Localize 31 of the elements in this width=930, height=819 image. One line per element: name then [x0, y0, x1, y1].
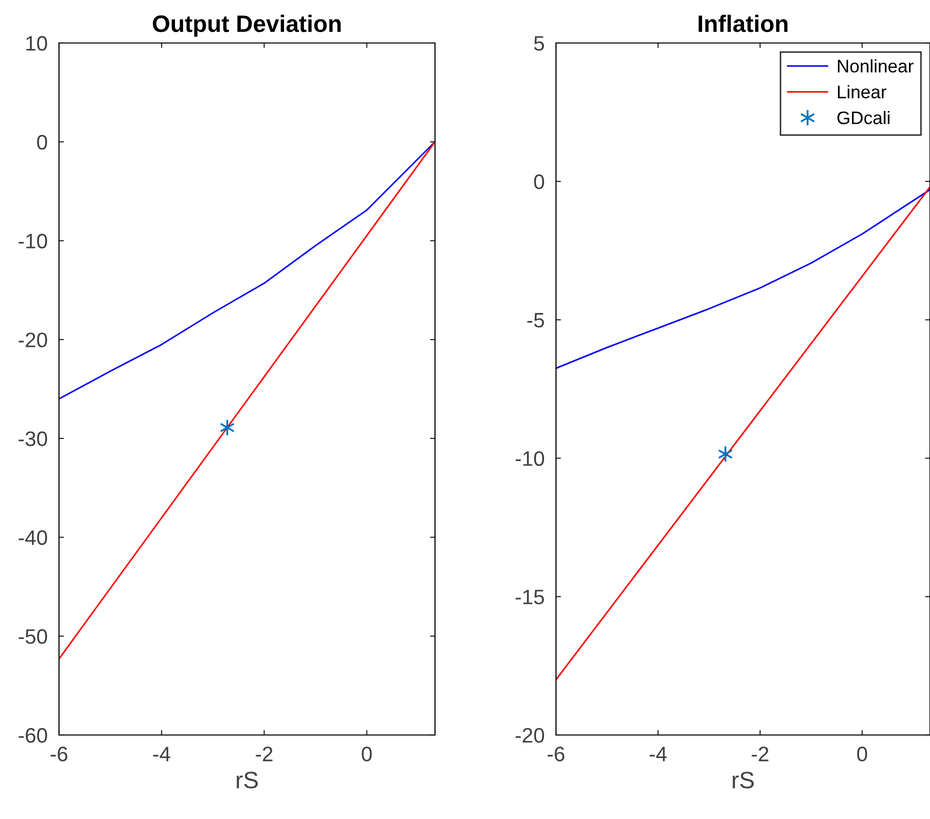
y-tick-label: -60: [18, 728, 48, 743]
x-axis-title: rS: [732, 772, 754, 788]
y-tick-label: -5: [527, 313, 544, 328]
chart-title: Inflation: [698, 14, 788, 32]
y-tick-label: 10: [26, 36, 48, 51]
y-tick-label: 0: [37, 134, 48, 150]
y-tick-label: 0: [534, 174, 544, 190]
y-tick-label: -20: [18, 332, 48, 348]
y-tick-label: -40: [18, 530, 48, 546]
legend-label: Linear: [838, 85, 886, 98]
line-series: [59, 141, 435, 400]
legend-label: GDcali: [837, 110, 890, 124]
x-tick-label: -4: [153, 746, 170, 762]
x-tick-label: -4: [650, 746, 667, 762]
y-tick-label: -15: [516, 590, 544, 604]
x-tick-label: 0: [857, 746, 868, 762]
x-tick-label: -6: [548, 746, 564, 762]
y-tick-label: -30: [18, 431, 48, 446]
x-tick-label: -6: [50, 746, 68, 762]
y-tick-label: 5: [534, 36, 544, 51]
y-tick-label: -10: [18, 234, 48, 248]
chart-title: Output Deviation: [152, 14, 341, 37]
y-tick-label: -50: [18, 629, 48, 644]
x-axis-title: rS: [236, 772, 258, 788]
legend-label: Nonlinear: [838, 59, 914, 73]
y-tick-label: -10: [516, 451, 544, 466]
x-tick-label: 0: [362, 746, 372, 762]
x-tick-label: -2: [256, 746, 272, 762]
y-tick-label: -20: [516, 728, 544, 743]
x-tick-label: -2: [752, 746, 768, 762]
line-series: [556, 188, 930, 370]
